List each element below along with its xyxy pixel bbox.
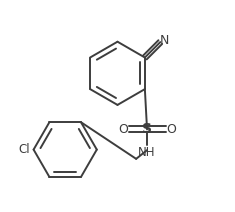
- Text: O: O: [118, 123, 128, 136]
- Text: O: O: [166, 123, 176, 136]
- Text: S: S: [142, 122, 152, 137]
- Text: Cl: Cl: [18, 143, 30, 156]
- Text: NH: NH: [138, 146, 156, 159]
- Text: N: N: [159, 34, 169, 47]
